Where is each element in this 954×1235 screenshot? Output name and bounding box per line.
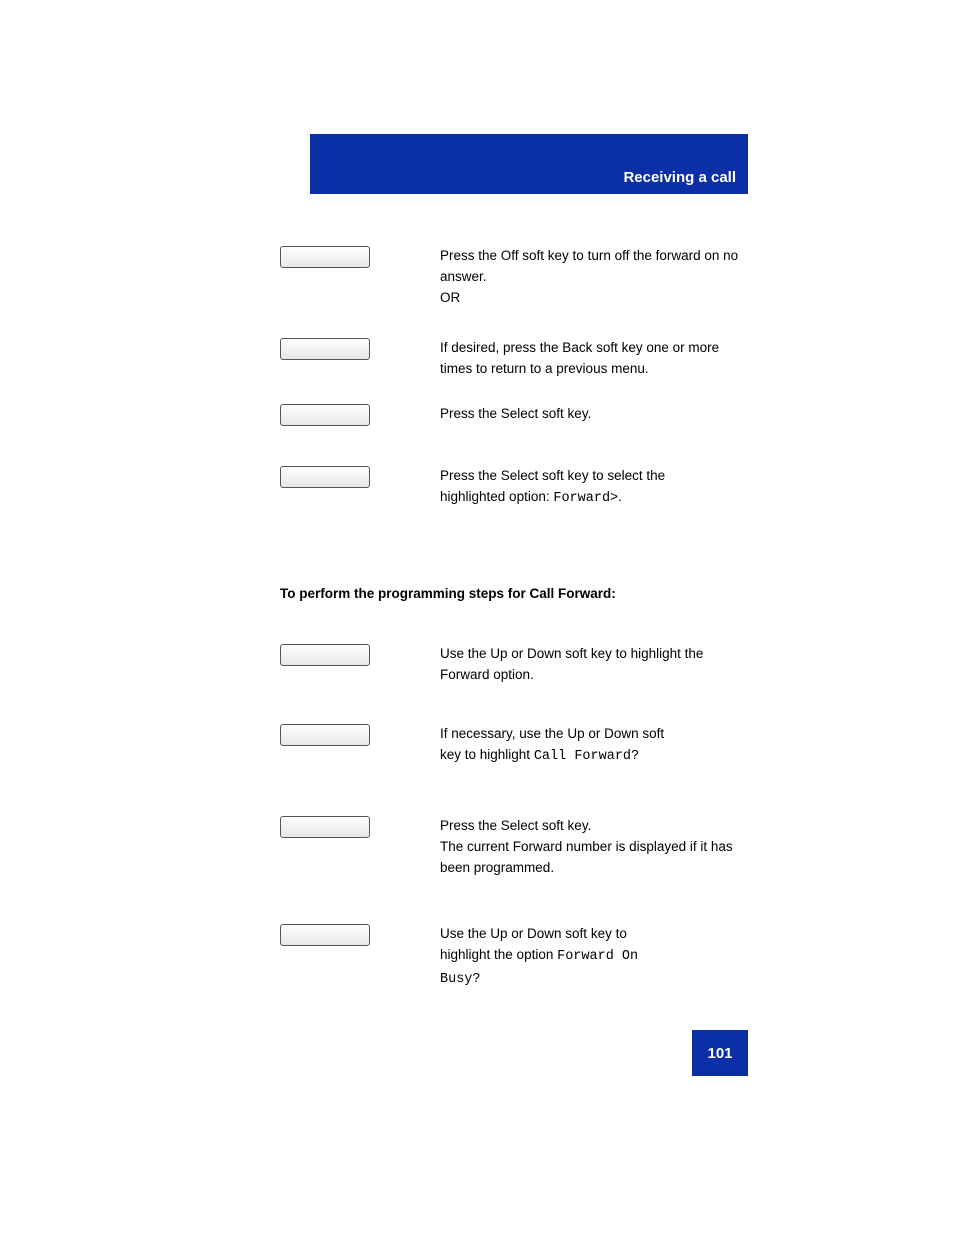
step-1-text-b: OR — [440, 290, 460, 305]
step-8: Use the Up or Down soft key to highlight… — [440, 924, 740, 991]
step-8-line2-pre: highlight the option — [440, 947, 557, 962]
step-3-text: Press the Select soft key. — [440, 406, 591, 421]
step-8-code2: Busy? — [440, 972, 481, 987]
step-7-line2: The current Forward number is displayed … — [440, 839, 733, 875]
step-6-line1: If necessary, use the Up or Down soft — [440, 726, 664, 741]
softkey-button-7 — [280, 816, 370, 838]
step-5: Use the Up or Down soft key to highlight… — [440, 644, 740, 686]
step-1-text-a: Press the Off soft key to turn off the f… — [440, 248, 738, 284]
step-4-line1: Press the Select soft key to select the — [440, 468, 665, 483]
step-2-text: If desired, press the Back soft key one … — [440, 340, 719, 376]
softkey-button-2 — [280, 338, 370, 360]
step-7-line1: Press the Select soft key. — [440, 818, 591, 833]
softkey-button-3 — [280, 404, 370, 426]
step-3: Press the Select soft key. — [440, 404, 740, 425]
step-1: Press the Off soft key to turn off the f… — [440, 246, 740, 309]
step-8-code1: Forward On — [557, 949, 638, 964]
step-5-text: Use the Up or Down soft key to highlight… — [440, 646, 703, 682]
step-6-code: Call Forward? — [534, 749, 639, 764]
step-4: Press the Select soft key to select the … — [440, 466, 740, 510]
softkey-button-4 — [280, 466, 370, 488]
header-bar: Receiving a call — [310, 134, 748, 194]
step-6-line2-pre: key to highlight — [440, 747, 534, 762]
step-8-line1: Use the Up or Down soft key to — [440, 926, 627, 941]
step-4-line2-pre: highlighted option: — [440, 489, 553, 504]
step-7: Press the Select soft key. The current F… — [440, 816, 740, 879]
step-2: If desired, press the Back soft key one … — [440, 338, 740, 380]
softkey-button-1 — [280, 246, 370, 268]
step-4-code: Forward> — [553, 491, 618, 506]
step-4-line3: . — [618, 489, 622, 504]
page-number: 101 — [692, 1030, 748, 1076]
step-6: If necessary, use the Up or Down soft ke… — [440, 724, 740, 768]
softkey-button-5 — [280, 644, 370, 666]
header-title: Receiving a call — [623, 169, 736, 186]
softkey-button-6 — [280, 724, 370, 746]
softkey-button-8 — [280, 924, 370, 946]
section-heading: To perform the programming steps for Cal… — [280, 584, 740, 605]
